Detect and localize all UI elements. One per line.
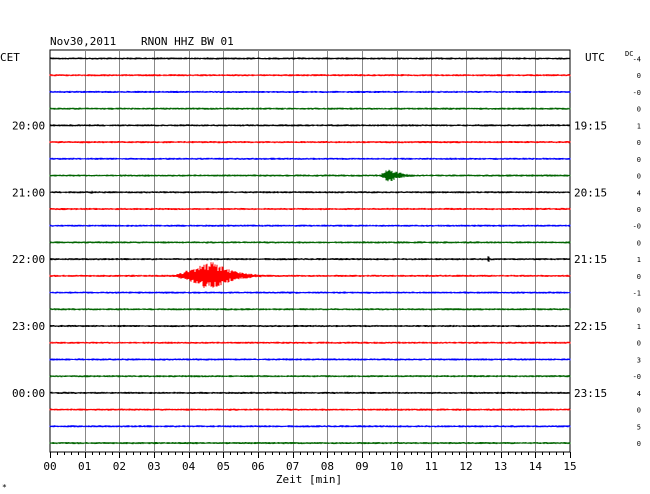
dc-offset-label: 0	[637, 440, 641, 448]
time-labels: 20:00 21:00 22:00 23:00 00:00 19:15 20:15 21:15…	[12, 119, 607, 400]
dc-offset-label: 0	[637, 173, 641, 181]
dc-header-label: DC	[625, 50, 633, 58]
x-tick-label: 03	[147, 460, 160, 473]
trace-9	[49, 207, 571, 211]
trace-22	[49, 425, 571, 428]
trace-23	[49, 442, 571, 445]
dc-offset-label: 0	[637, 206, 641, 214]
trace-6	[49, 157, 571, 160]
dc-offset-label: 0	[637, 273, 641, 281]
trace-7	[49, 169, 571, 182]
left-time-label: 22:00	[12, 253, 45, 266]
trace-19	[49, 375, 571, 378]
trace-group	[49, 57, 571, 445]
dc-offset-label: -4	[633, 56, 641, 64]
x-tick-label: 04	[182, 460, 196, 473]
dc-offset-label: 0	[637, 340, 641, 348]
dc-offset-label: -0	[633, 223, 641, 231]
dc-offset-label: 0	[637, 407, 641, 415]
left-time-label: 23:00	[12, 320, 45, 333]
trace-13	[49, 262, 571, 288]
left-time-label: 00:00	[12, 387, 45, 400]
x-tick-label: 08	[321, 460, 334, 473]
dc-offset-label: 0	[637, 239, 641, 247]
trace-14	[49, 291, 571, 294]
x-tick-label: 05	[217, 460, 230, 473]
trace-16	[49, 324, 571, 328]
x-axis: 00 01 02 03 04 05 06 07 08 09 10 11 12 13 14 15	[43, 452, 577, 473]
x-tick-label: 07	[286, 460, 299, 473]
right-time-label: 20:15	[574, 186, 607, 199]
dc-offset-label: 1	[637, 323, 641, 331]
right-time-label: 21:15	[574, 253, 607, 266]
x-tick-label: 10	[390, 460, 403, 473]
trace-4	[49, 124, 571, 127]
trace-17	[49, 341, 571, 344]
x-tick-label: 09	[355, 460, 368, 473]
x-axis-label: Zeit [min]	[276, 473, 342, 486]
x-tick-label: 02	[113, 460, 126, 473]
dc-offset-label: 1	[637, 122, 641, 130]
left-timezone-label: CET	[0, 51, 20, 64]
dc-offset-label: 1	[637, 256, 641, 264]
trace-20	[49, 391, 571, 394]
footnote-mark: *	[2, 483, 7, 492]
dc-offset-label: -0	[633, 89, 641, 97]
trace-15	[49, 308, 571, 311]
dc-offset-label: -1	[633, 290, 641, 298]
dc-offset-label: 0	[637, 139, 641, 147]
dc-offset-label: 5	[637, 423, 641, 431]
x-tick-label: 15	[563, 460, 576, 473]
x-tick-label: 01	[78, 460, 91, 473]
x-tick-label: 13	[494, 460, 507, 473]
dc-offset-label: 4	[637, 390, 641, 398]
chart-date: Nov30,2011	[50, 35, 116, 48]
trace-1	[49, 74, 571, 77]
right-timezone-label: UTC	[585, 51, 605, 64]
dc-offset-label: 3	[637, 356, 641, 364]
left-time-label: 20:00	[12, 119, 45, 132]
trace-11	[49, 241, 571, 244]
trace-21	[49, 408, 571, 411]
x-tick-label: 00	[43, 460, 56, 473]
left-time-label: 21:00	[12, 186, 45, 199]
trace-18	[49, 358, 571, 361]
right-time-label: 22:15	[574, 320, 607, 333]
x-tick-label: 12	[459, 460, 472, 473]
dc-offset-label: 0	[637, 306, 641, 314]
x-tick-label: 06	[251, 460, 264, 473]
trace-0	[49, 57, 571, 60]
trace-12	[49, 256, 571, 262]
x-tick-label: 14	[529, 460, 543, 473]
trace-8	[49, 190, 571, 194]
dc-offset-label: 4	[637, 189, 641, 197]
right-time-label: 23:15	[574, 387, 607, 400]
dc-offset-labels: -4 0 -0 0 1 0 0 0 4 0 -0 0 1 0 -1 0 1 0 3 -0 4 0 5 0	[633, 56, 641, 449]
chart-station: RNON HHZ BW 01	[141, 35, 234, 48]
dc-offset-label: 0	[637, 72, 641, 80]
dc-offset-label: 0	[637, 156, 641, 164]
right-time-label: 19:15	[574, 119, 607, 132]
x-tick-label: 11	[425, 460, 438, 473]
dc-offset-label: -0	[633, 373, 641, 381]
trace-10	[49, 224, 571, 227]
trace-2	[49, 90, 571, 93]
trace-3	[49, 107, 571, 110]
trace-5	[49, 141, 571, 144]
plot-grid	[49, 49, 571, 453]
plot-frame	[49, 49, 571, 453]
dc-offset-label: 0	[637, 106, 641, 114]
